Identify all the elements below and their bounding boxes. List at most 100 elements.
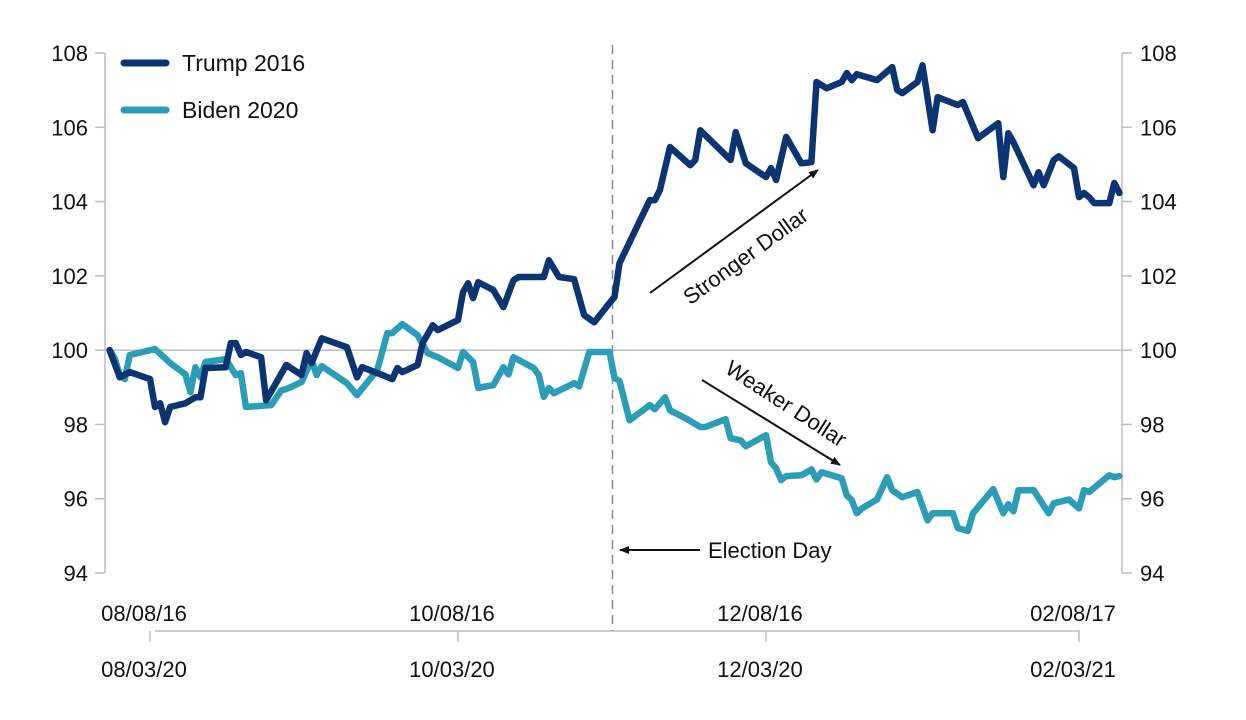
biden-data-point	[551, 390, 557, 396]
trump-data-point	[238, 352, 244, 358]
biden-data-point	[384, 330, 390, 336]
trump-data-point	[258, 354, 264, 360]
trump-data-point	[1005, 130, 1011, 136]
trump-data-point	[500, 304, 506, 310]
trump-data-point	[768, 165, 774, 171]
biden-data-point	[536, 372, 542, 378]
x-tick-label-2020: 02/03/21	[1030, 657, 1116, 682]
trump-data-point	[299, 372, 304, 378]
trump-data-point	[379, 372, 385, 378]
trump-data-point	[839, 79, 845, 85]
trump-data-point	[1036, 169, 1042, 175]
biden-data-point	[1000, 510, 1006, 516]
trump-data-point	[814, 79, 819, 85]
legend-label-trump: Trump 2016	[182, 50, 305, 76]
trump-data-point	[773, 177, 779, 183]
biden-data-point	[192, 364, 198, 370]
trump-data-point	[167, 404, 173, 410]
stronger-dollar-arrow	[649, 169, 819, 294]
trump-data-point	[182, 400, 188, 406]
right-y-tick-label: 100	[1140, 338, 1177, 363]
trump-data-point	[470, 295, 476, 301]
trump-data-point	[692, 157, 698, 163]
x-tick-label-2020: 12/03/20	[717, 657, 803, 682]
biden-data-point	[950, 510, 956, 516]
trump-data-point	[733, 129, 739, 135]
left-y-tick-label: 94	[64, 561, 88, 586]
trump-data-point	[1000, 174, 1006, 180]
biden-data-point	[576, 383, 582, 389]
trump-data-point	[652, 197, 658, 203]
biden-data-point	[849, 497, 855, 503]
trump-data-point	[354, 374, 360, 380]
trump-data-point	[935, 94, 941, 100]
trump-data-point	[955, 102, 961, 108]
trump-data-point	[899, 90, 905, 96]
biden-data-point	[889, 487, 895, 493]
legend: Trump 2016 Biden 2020	[120, 50, 305, 123]
biden-data-point	[1031, 487, 1037, 493]
left-y-tick-label: 102	[51, 264, 88, 289]
biden-data-point	[627, 417, 633, 423]
trump-data-point	[203, 365, 208, 371]
trump-data-point	[1116, 190, 1122, 196]
biden-data-point	[778, 477, 784, 483]
trump-data-point	[1031, 182, 1037, 188]
biden-data-point	[667, 407, 673, 413]
biden-data-point	[152, 346, 158, 352]
trump-data-point	[117, 374, 123, 380]
trump-data-point	[147, 376, 153, 382]
biden-data-point	[233, 372, 239, 378]
trump-data-point	[223, 364, 229, 370]
x-tick-label-2020: 10/03/20	[409, 657, 495, 682]
biden-data-point	[1076, 505, 1082, 511]
trump-data-point	[198, 394, 203, 400]
biden-data-point	[167, 360, 173, 366]
biden-data-point	[925, 517, 930, 523]
trump-data-point	[995, 120, 1001, 126]
trump-data-point	[824, 85, 830, 91]
biden-data-point	[839, 475, 845, 481]
stronger-dollar-label: Stronger Dollar	[678, 202, 812, 309]
trump-data-point	[319, 335, 325, 341]
trump-data-point	[1086, 194, 1092, 200]
x-tick-label-2020: 08/03/20	[101, 657, 187, 682]
trump-data-point	[415, 362, 421, 368]
biden-data-point	[1086, 489, 1092, 495]
biden-data-point	[763, 432, 769, 438]
left-y-tick-label: 100	[51, 338, 88, 363]
series-layer	[106, 62, 1123, 535]
biden-data-point	[511, 354, 516, 360]
x-tick-label-2016: 02/08/17	[1030, 601, 1116, 626]
trump-data-point	[152, 404, 158, 410]
trump-data-point	[607, 300, 612, 306]
biden-data-point	[914, 489, 920, 495]
trump-data-point	[612, 294, 617, 300]
trump-data-point	[849, 77, 855, 83]
trump-data-point	[511, 277, 516, 283]
biden-data-point	[955, 525, 961, 531]
trump-data-point	[1076, 194, 1082, 200]
trump-data-point	[192, 394, 198, 400]
biden-data-point	[470, 359, 476, 365]
biden-data-point	[203, 359, 208, 365]
biden-data-point	[490, 382, 496, 388]
right-y-tick-label: 102	[1140, 264, 1177, 289]
biden-data-point	[743, 443, 749, 449]
biden-data-point	[319, 363, 325, 369]
trump-data-point	[874, 77, 880, 83]
biden-data-point	[814, 476, 819, 482]
biden-data-point	[647, 402, 653, 408]
trump-data-point	[975, 135, 981, 141]
trump-data-point	[430, 322, 436, 328]
biden-data-point	[389, 330, 395, 336]
biden-data-point	[930, 510, 936, 516]
left-y-tick-label: 108	[51, 41, 88, 66]
trump-data-point	[667, 144, 673, 150]
trump-data-point	[1071, 165, 1077, 171]
biden-data-point	[1111, 474, 1117, 480]
trump-data-point	[581, 312, 587, 318]
biden-data-point	[586, 349, 592, 355]
trump-data-point	[162, 419, 168, 425]
